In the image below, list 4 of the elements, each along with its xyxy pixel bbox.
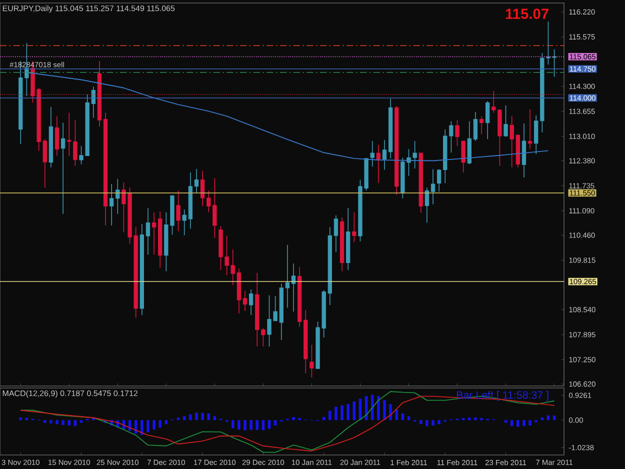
annotation: Bar Left [ 11:58:37 ] [457, 390, 548, 401]
chart-title: EURJPY,Daily 115.045 115.257 114.549 115.065 [2, 5, 175, 13]
chart-title: MACD(12,26,9) 0.7187 0.5475 0.1712 [2, 390, 138, 398]
annotation: 115.07 [506, 8, 548, 19]
